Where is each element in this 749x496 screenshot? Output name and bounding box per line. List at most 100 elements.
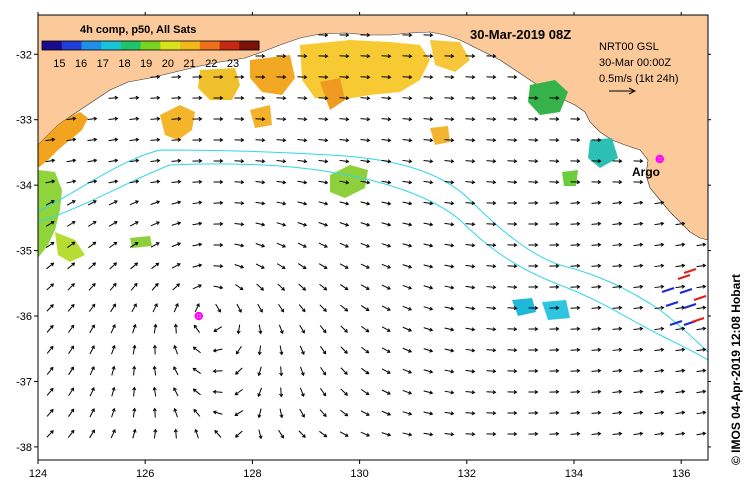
current-arrow (402, 305, 413, 311)
current-arrow (234, 180, 245, 185)
current-arrow (696, 368, 707, 373)
current-arrow (549, 389, 560, 394)
current-arrow (654, 242, 665, 247)
current-arrow (171, 221, 182, 226)
current-arrow (192, 179, 203, 184)
current-arrow (486, 180, 497, 185)
composite-label: 4h comp, p50, All Sats (80, 24, 196, 36)
current-arrow (381, 96, 392, 101)
current-arrow (67, 283, 75, 291)
current-arrow (633, 368, 644, 373)
current-arrow (360, 410, 370, 416)
current-arrow (423, 54, 434, 59)
current-arrow (108, 158, 119, 163)
current-arrow (486, 348, 497, 353)
drifter-arrow (677, 273, 691, 281)
lon-tick-label: 134 (565, 468, 583, 480)
colorbar-swatches (42, 41, 260, 50)
colorbar-swatch (140, 41, 161, 50)
current-arrow (696, 263, 707, 268)
current-arrow (507, 243, 518, 248)
current-arrow (423, 201, 434, 206)
current-arrow (67, 241, 76, 249)
current-arrow (465, 348, 476, 353)
current-arrow (528, 263, 539, 269)
current-arrow (297, 222, 308, 227)
current-info: NRT00 GSL 30-Mar 00:00Z 0.5m/s (1kt 24h) (599, 41, 678, 95)
current-arrow (171, 263, 181, 269)
current-arrow (423, 222, 434, 227)
current-arrow (173, 428, 178, 439)
current-arrow (465, 264, 476, 269)
current-arrow (570, 221, 581, 226)
current-arrow (234, 74, 245, 80)
current-arrow (279, 345, 284, 356)
current-arrow (297, 96, 308, 101)
current-arrow (423, 432, 434, 437)
current-arrow (150, 242, 160, 248)
current-arrow (528, 221, 539, 227)
current-arrow (402, 75, 413, 80)
sst-patch (38, 112, 88, 168)
current-arrow (591, 368, 602, 373)
current-arrow (319, 283, 328, 291)
colorbar-swatch (81, 41, 102, 50)
current-arrow (591, 389, 602, 394)
current-arrow (67, 429, 75, 438)
current-arrow (339, 117, 350, 122)
current-arrow (87, 221, 97, 227)
current-arrow (549, 96, 560, 101)
current-arrow (173, 344, 179, 355)
current-arrow (696, 326, 707, 331)
current-arrow (257, 303, 263, 313)
current-arrow (318, 242, 328, 248)
colorbar-swatch (42, 41, 63, 50)
current-arrow (381, 284, 391, 290)
current-arrow (132, 365, 137, 376)
current-arrow (46, 387, 54, 396)
current-arrow (486, 432, 497, 437)
current-arrow (654, 347, 665, 352)
current-arrow (528, 347, 539, 353)
current-arrow (68, 345, 75, 355)
current-arrow (132, 323, 137, 334)
current-arrow (612, 431, 623, 436)
current-arrow (528, 431, 539, 436)
current-arrow (212, 369, 223, 374)
current-arrow (633, 263, 644, 268)
current-arrow (444, 54, 455, 59)
current-arrow (570, 431, 581, 436)
current-arrow (87, 158, 98, 163)
current-arrow (257, 366, 262, 377)
current-arrow (339, 222, 350, 227)
current-scale-label: 0.5m/s (1kt 24h) (599, 73, 678, 85)
current-arrow (654, 326, 665, 331)
lon-tick-label: 124 (29, 468, 47, 480)
drifter-arrow (683, 302, 697, 310)
current-arrow (340, 367, 348, 375)
current-arrow (465, 75, 476, 80)
current-arrow (549, 138, 560, 143)
current-arrow (361, 346, 370, 354)
current-arrow (257, 387, 263, 398)
drifter-arrow (661, 286, 675, 294)
current-arrow (108, 137, 119, 142)
current-arrow (444, 180, 455, 185)
current-arrow (132, 386, 137, 397)
current-arrow (696, 389, 707, 394)
current-arrow (423, 390, 434, 395)
current-arrow (339, 159, 350, 164)
current-arrow (340, 304, 349, 312)
current-arrow (171, 74, 182, 79)
current-arrow (340, 409, 349, 417)
current-arrow (173, 323, 178, 334)
current-arrow (381, 75, 392, 80)
current-arrow (171, 200, 182, 205)
current-arrow (297, 138, 308, 143)
map-frame (37, 14, 709, 461)
current-arrow (507, 222, 518, 227)
current-arrow (444, 75, 455, 80)
sst-patch (250, 105, 272, 128)
colorbar-swatch (160, 41, 181, 50)
current-arrow (591, 284, 602, 289)
